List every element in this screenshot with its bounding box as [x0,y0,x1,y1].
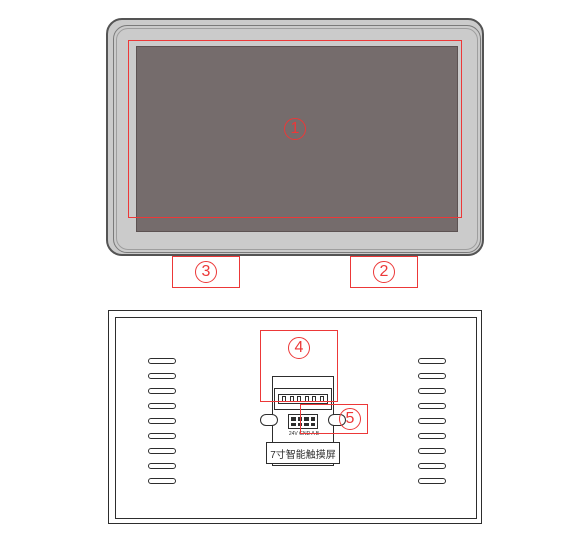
vent-slot [418,463,446,469]
vent-slot [148,388,176,394]
oval-connector-left [260,414,278,426]
terminal-pin [282,396,286,402]
callout-3: 3 [172,256,240,288]
pin [311,417,316,421]
terminal-block [278,394,328,404]
vent-slot [418,448,446,454]
pin [298,417,303,421]
callout-3-number: 3 [195,261,217,283]
vent-slot [148,433,176,439]
pin [304,417,309,421]
oval-connector-right [328,414,346,426]
vent-slot [418,418,446,424]
terminal-pin [320,396,324,402]
vent-slot [148,358,176,364]
vent-slot [148,478,176,484]
front-device-screen [136,46,458,232]
callout-2: 2 [350,256,418,288]
terminal-pin [312,396,316,402]
vent-slot [148,448,176,454]
terminal-pin [305,396,309,402]
back-device-inner: 24V GND A B 7寸智能触摸屏 [115,317,477,519]
pin [298,423,303,427]
device-label: 7寸智能触摸屏 [266,442,340,464]
diagram-stage: 24V GND A B 7寸智能触摸屏 1 2 3 4 5 [0,0,584,537]
vent-slot [148,373,176,379]
pin [291,417,296,421]
terminal-pin [290,396,294,402]
front-device-outer [106,18,484,256]
vent-slot [418,478,446,484]
pin [311,423,316,427]
vent-slot [148,463,176,469]
vent-slot [418,433,446,439]
pin [291,423,296,427]
vent-slot [418,403,446,409]
vent-slot [148,418,176,424]
eight-pin-connector [288,414,318,429]
terminal-pin [297,396,301,402]
vent-slot [418,373,446,379]
callout-2-number: 2 [373,261,395,283]
pin-labels: 24V GND A B [286,431,322,437]
vent-slot [148,403,176,409]
pin [304,423,309,427]
vent-slot [418,388,446,394]
back-device-outer: 24V GND A B 7寸智能触摸屏 [108,310,482,524]
vent-slot [418,358,446,364]
